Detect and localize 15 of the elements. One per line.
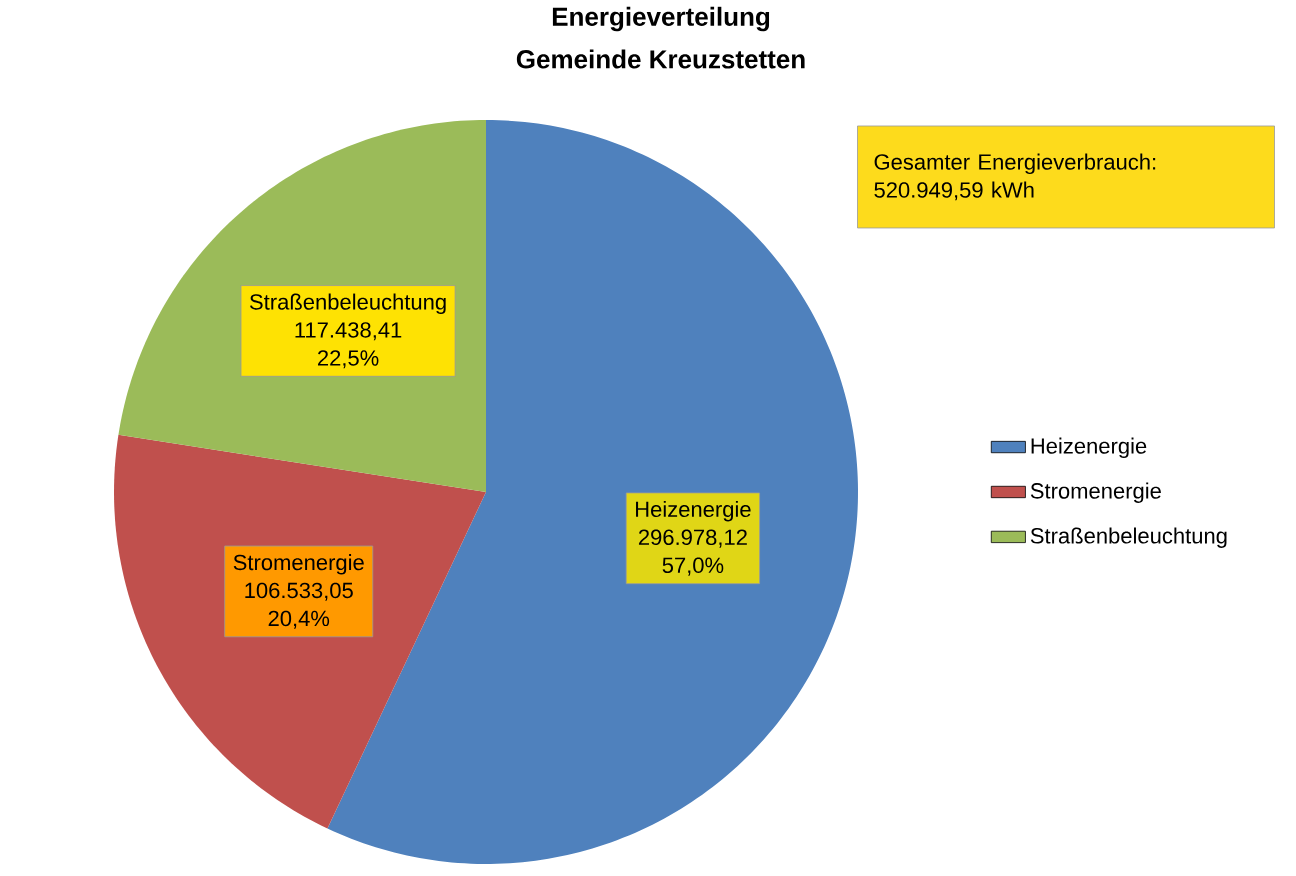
data-label: 117.438,41 [295,322,402,341]
legend-label: Stromenergie [1030,482,1161,503]
slice-label: Heizenergie [636,500,751,522]
text: 20,4% [268,610,330,629]
chart-title: Energieverteilung [552,6,770,32]
text: 22,5% [317,350,379,369]
legend-label: Straßenbeleuchtung [1030,527,1227,548]
legend-label: Heizenergie [1031,437,1147,459]
slice-label: Straßenbeleuchtung [250,293,446,315]
text: 57,0% [662,557,724,576]
text: Gesamter Energieverbrauch: 520.949,59 kWh [874,153,1156,201]
data-label: 106.533,05 [245,582,353,601]
chart-subtitle: Gemeinde Kreuzstetten [516,49,805,69]
slice-label: Stromenergie [233,554,364,575]
data-label: 296.978,12 [638,529,747,548]
